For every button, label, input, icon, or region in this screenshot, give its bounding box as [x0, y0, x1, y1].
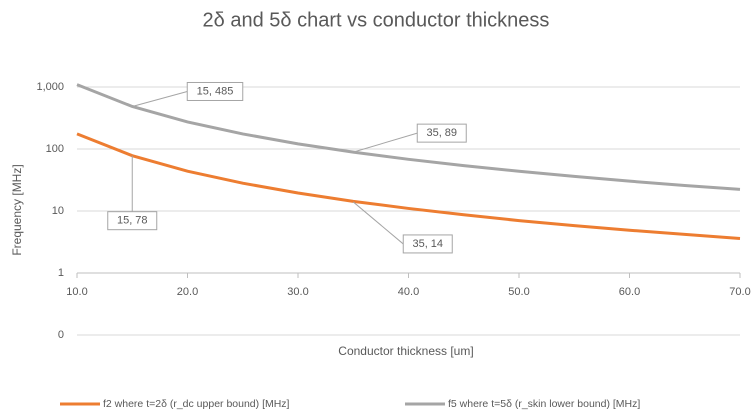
x-tick-label: 40.0	[398, 286, 419, 298]
y-tick-label: 10	[52, 205, 64, 217]
annotation-box	[402, 234, 453, 254]
annotation-label: 35, 14	[412, 238, 443, 250]
x-tick-label: 60.0	[619, 286, 640, 298]
x-tick-label: 30.0	[287, 286, 308, 298]
chart-title: 2δ and 5δ chart vs conductor thickness	[203, 9, 550, 31]
y-tick-label: 1	[58, 267, 64, 279]
annotation-leader	[352, 201, 404, 245]
legend-label: f5 where t=5δ (r_skin lower bound) [MHz]	[448, 398, 640, 410]
y-tick-label: 1,000	[36, 81, 64, 93]
annotation-box	[107, 211, 158, 231]
annotation-leader	[132, 91, 188, 107]
annotation-label: 15, 78	[117, 215, 148, 227]
series-line	[76, 132, 741, 241]
annotation-label: 15, 485	[197, 85, 234, 97]
x-tick-label: 50.0	[508, 286, 529, 298]
annotation-box	[416, 123, 467, 143]
y-tick-label: 0	[58, 329, 64, 341]
y-tick-label: 100	[46, 143, 64, 155]
x-tick-label: 10.0	[66, 286, 87, 298]
x-tick-label: 70.0	[729, 286, 750, 298]
x-axis-label: Conductor thickness [um]	[338, 344, 473, 358]
legend-label: f2 where t=2δ (r_dc upper bound) [MHz]	[103, 398, 290, 410]
series-line	[76, 83, 741, 191]
y-axis-label: Frequency [MHz]	[10, 164, 24, 255]
annotation-leader	[353, 132, 418, 153]
annotation-box	[186, 81, 244, 101]
annotation-label: 35, 89	[426, 127, 457, 139]
x-tick-label: 20.0	[177, 286, 198, 298]
